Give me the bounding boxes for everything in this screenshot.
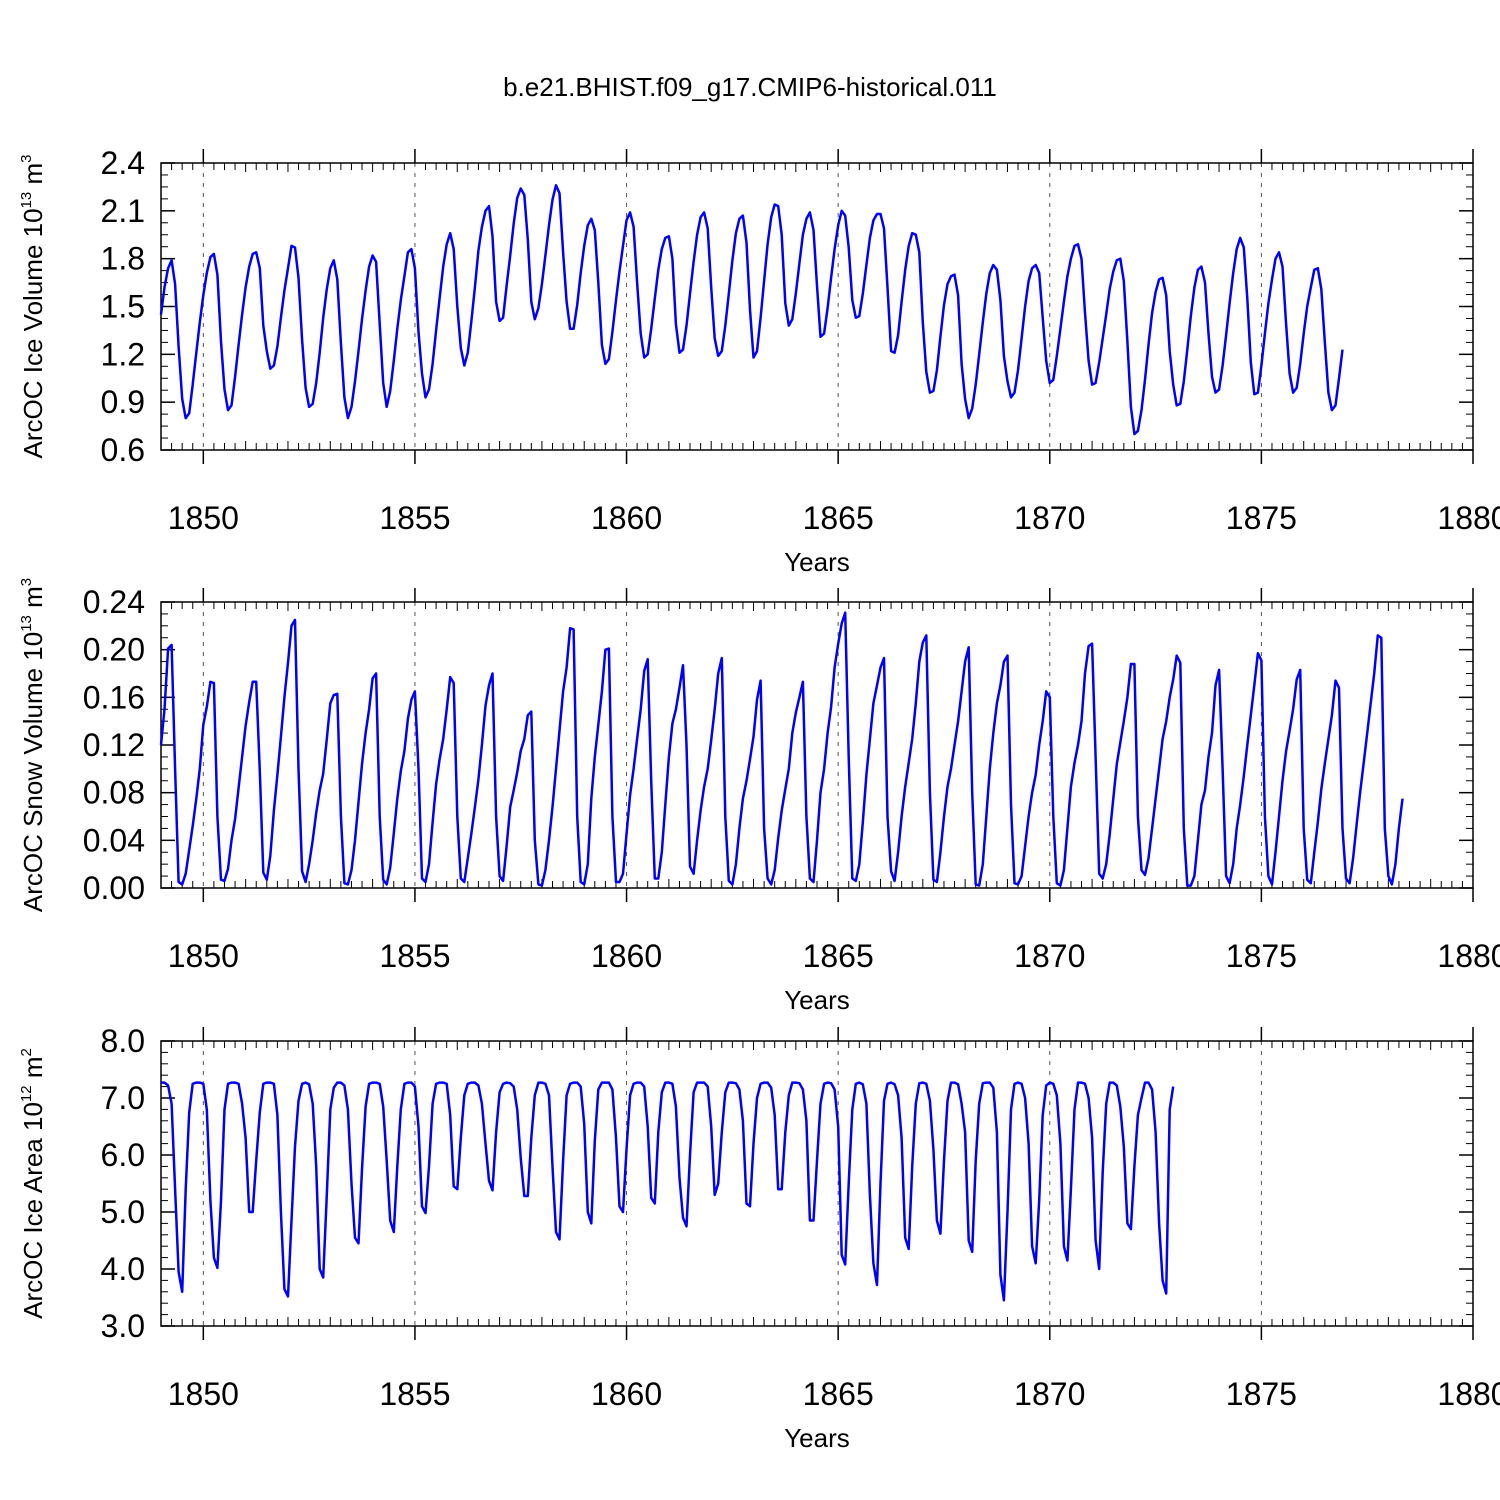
x-tick-label-1875: 1875 [1226,1376,1297,1412]
y-tick-label: 4.0 [101,1251,145,1287]
figure-title: b.e21.BHIST.f09_g17.CMIP6-historical.011 [503,72,997,102]
y-tick-label: 1.8 [101,241,145,277]
series-line-1 [161,1081,1175,1302]
y-axis-label: ArcOC Snow Volume 1013 m3 [18,578,48,912]
plot-frame [160,1040,1474,1327]
x-tick-label-1855: 1855 [379,1376,450,1412]
panel-1: 1850 1855 1860 1865 1870 1875 1880 0.6 0.9 1.2 1.5… [18,145,1500,577]
y-tick-label: 2.1 [101,193,145,229]
y-axis-label: ArcOC Ice Area 1012 m2 [18,1048,48,1319]
x-tick-label-1850: 1850 [168,938,239,974]
y-tick-label: 0.12 [83,727,145,763]
y-tick-label: 2.4 [101,145,145,181]
x-tick-label-1860: 1860 [591,500,662,536]
x-tick-label-1870: 1870 [1014,938,1085,974]
x-tick-label-1865: 1865 [803,1376,874,1412]
x-tick-label-1870: 1870 [1014,500,1085,536]
y-tick-label: 0.9 [101,384,145,420]
y-tick-label: 0.08 [83,775,145,811]
x-axis-label: Years [784,1423,850,1453]
x-tick-label-1865: 1865 [803,938,874,974]
x-tick-label-1880: 1880 [1437,1376,1500,1412]
y-tick-label: 7.0 [101,1080,145,1116]
panel-3: 1850 1855 1860 1865 1870 1875 1880 3.0 4.0 5.0 6.0… [18,1023,1500,1453]
x-tick-label-1875: 1875 [1226,500,1297,536]
series-line-1 [159,184,1344,436]
y-tick-label: 3.0 [101,1308,145,1344]
x-tick-label-1855: 1855 [379,938,450,974]
x-tick-label-1880: 1880 [1437,500,1500,536]
x-tick-label-1870: 1870 [1014,1376,1085,1412]
x-axis-label: Years [784,547,850,577]
x-axis-label: Years [784,985,850,1015]
x-tick-label-1880: 1880 [1437,938,1500,974]
y-tick-label: 0.24 [83,584,145,620]
series-line-1 [159,611,1404,887]
y-axis-label: ArcOC Ice Volume 1013 m3 [18,155,48,459]
y-tick-label: 0.20 [83,632,145,668]
x-tick-label-1850: 1850 [168,1376,239,1412]
y-tick-label: 0.6 [101,432,145,468]
x-tick-label-1875: 1875 [1226,938,1297,974]
x-tick-label-1860: 1860 [591,938,662,974]
x-tick-label-1865: 1865 [803,500,874,536]
panel-2: 1850 1855 1860 1865 1870 1875 1880 0.00 0.04 0.08… [18,578,1500,1015]
x-tick-label-1850: 1850 [168,500,239,536]
y-tick-label: 0.04 [83,822,145,858]
y-tick-label: 6.0 [101,1137,145,1173]
x-tick-label-1855: 1855 [379,500,450,536]
x-tick-label-1860: 1860 [591,1376,662,1412]
y-tick-label: 1.5 [101,289,145,325]
y-tick-label: 1.2 [101,336,145,372]
y-tick-label: 0.16 [83,679,145,715]
plot-frame [160,162,1474,451]
y-tick-label: 0.00 [83,870,145,906]
y-tick-label: 8.0 [101,1023,145,1059]
y-tick-label: 5.0 [101,1194,145,1230]
